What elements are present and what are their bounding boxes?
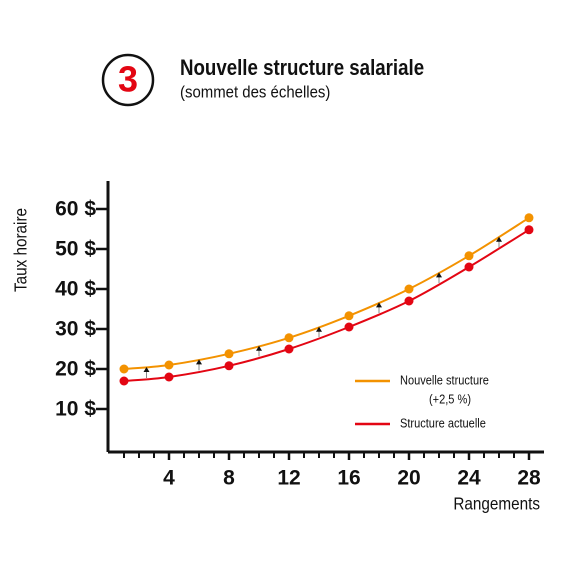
legend-note: (+2,5 %) bbox=[429, 392, 471, 407]
chart-title: Nouvelle structure salariale bbox=[180, 56, 424, 80]
point bbox=[224, 361, 234, 371]
y-tick-label: 50 $ bbox=[55, 238, 96, 261]
arrow-head bbox=[143, 367, 150, 372]
legend-label: Structure actuelle bbox=[400, 416, 486, 431]
y-tick-label: 60 $ bbox=[55, 198, 96, 221]
arrow-head bbox=[376, 302, 382, 308]
y-tick-label: 30 $ bbox=[55, 318, 96, 341]
point bbox=[164, 360, 174, 370]
point bbox=[224, 349, 234, 359]
x-tick-label: 4 bbox=[163, 467, 175, 490]
x-tick-label: 12 bbox=[277, 467, 300, 490]
point bbox=[119, 376, 129, 386]
x-tick-label: 24 bbox=[457, 467, 481, 490]
y-tick-label: 10 $ bbox=[55, 398, 96, 421]
x-tick-label: 16 bbox=[337, 467, 360, 490]
x-axis-label: Rangements bbox=[453, 494, 540, 514]
step-circle bbox=[101, 53, 155, 107]
point bbox=[404, 296, 414, 306]
point bbox=[164, 372, 174, 382]
point bbox=[119, 364, 129, 374]
arrow-head bbox=[316, 326, 322, 332]
x-tick-label: 28 bbox=[517, 467, 541, 490]
x-tick-label: 20 bbox=[397, 467, 420, 490]
chart-subtitle: (sommet des échelles) bbox=[180, 84, 330, 102]
point bbox=[284, 333, 294, 343]
legend-label: Nouvelle structure bbox=[400, 373, 489, 388]
y-tick-label: 20 $ bbox=[55, 358, 96, 381]
point bbox=[524, 213, 534, 223]
y-axis-label: Taux horaire bbox=[11, 208, 31, 292]
point bbox=[524, 225, 534, 235]
arrow-head bbox=[496, 236, 502, 242]
point bbox=[344, 311, 354, 321]
arrow-head bbox=[196, 359, 202, 365]
point bbox=[284, 344, 294, 354]
arrow-head bbox=[436, 272, 442, 278]
step-number: 3 bbox=[118, 59, 138, 100]
x-tick-label: 8 bbox=[223, 467, 235, 490]
arrow-head bbox=[256, 345, 262, 351]
point bbox=[404, 284, 414, 294]
y-tick-label: 40 $ bbox=[55, 278, 96, 301]
series-line bbox=[123, 216, 530, 370]
point bbox=[464, 262, 474, 272]
point bbox=[344, 322, 354, 332]
point bbox=[464, 251, 474, 261]
